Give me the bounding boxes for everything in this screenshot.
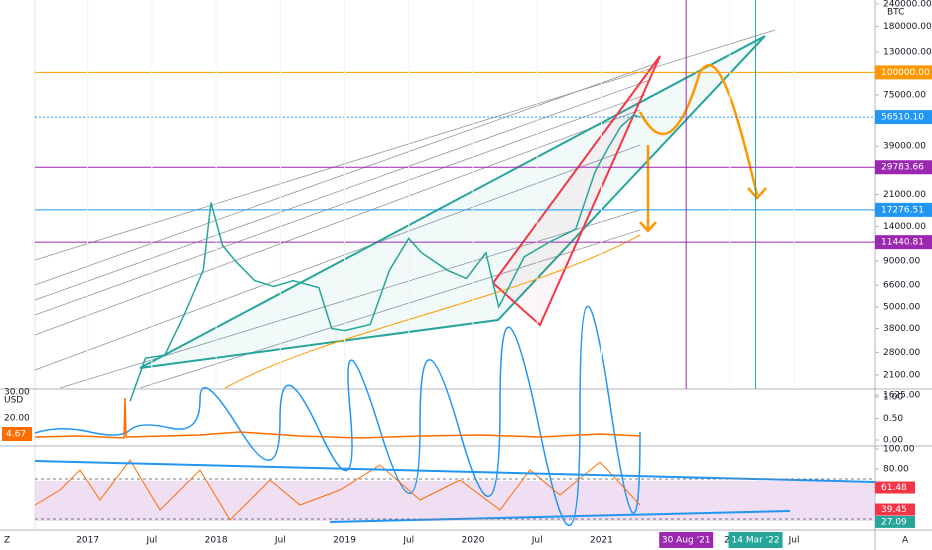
unit-label: BTC	[887, 8, 904, 18]
price-tag-label: 17276.51	[881, 205, 924, 215]
price-tick-label: 2100.00	[883, 370, 920, 380]
price-tick-label: 240000.00	[883, 0, 932, 9]
price-tag-label: 56510.10	[881, 113, 924, 123]
price-tag-label: 100000.00	[881, 68, 930, 78]
level-tag	[875, 503, 915, 516]
rsi-tick-label: 100.00	[883, 445, 915, 455]
price-tick-label: 9000.00	[883, 256, 920, 266]
indicator-lines	[34, 305, 876, 527]
time-tick-label: 2017	[76, 536, 99, 546]
corner-label: Z	[4, 536, 10, 546]
price-tag	[875, 110, 932, 125]
time-tick-label: Jul	[145, 536, 157, 546]
level-tag-label: 27.09	[881, 517, 907, 527]
time-tick-label: Jul	[531, 536, 543, 546]
right-tick-label: 0.50	[883, 414, 903, 424]
price-tick-label: 75000.00	[883, 90, 926, 100]
level-tag-label: 61.48	[881, 483, 907, 493]
price-tick-label: 2800.00	[883, 348, 920, 358]
right-tick-label: 0.00	[883, 436, 903, 446]
price-tag	[875, 160, 932, 175]
price-tick-label: 180000.00	[883, 22, 932, 32]
level-tag	[875, 481, 915, 494]
drawings	[34, 29, 776, 389]
time-tick-label: Jul	[274, 536, 286, 546]
price-tick-label: 3800.00	[883, 324, 920, 334]
price-tick-label: 130000.00	[883, 47, 932, 57]
time-tag	[728, 532, 783, 548]
level-tag-label: 39.45	[881, 505, 907, 515]
time-tag-label: 14 Mar '22	[732, 536, 780, 546]
time-tick-label: 2018	[205, 536, 228, 546]
time-tick-label: 2020	[462, 536, 485, 546]
time-tag	[659, 532, 714, 548]
price-tag-label: 11440.81	[881, 238, 924, 248]
price-tag	[875, 65, 932, 80]
price-tick-label: 5000.00	[883, 302, 920, 312]
price-tick-label: 39000.00	[883, 142, 926, 152]
time-tick-label: 2019	[333, 536, 356, 546]
price-tag	[875, 235, 932, 250]
price-tick-label: 14000.00	[883, 222, 926, 232]
rsi-tick-label: 80.00	[883, 465, 909, 475]
price-tick-label: 21000.00	[883, 190, 926, 200]
price-tick-label: 1625.00	[883, 391, 920, 401]
unit-label: USD	[4, 396, 23, 406]
price-tag-label: 29783.66	[881, 163, 924, 173]
right-tick-label: 1.00	[883, 393, 903, 403]
time-tick-label: 2021	[590, 536, 613, 546]
left-tick-label: 30.00	[4, 388, 30, 398]
corner-label: A	[902, 536, 909, 546]
time-tag-label: 30 Aug '21	[662, 536, 711, 546]
value-tag-label: 4.67	[6, 430, 26, 440]
price-tick-label: 6600.00	[883, 281, 920, 291]
time-tick-label: Jul	[788, 536, 800, 546]
price-line-series	[129, 114, 641, 402]
value-tag	[2, 427, 32, 441]
level-tag	[875, 515, 915, 528]
left-tick-label: 20.00	[4, 414, 30, 424]
time-tick-label: Jul	[402, 536, 414, 546]
price-tag	[875, 202, 932, 217]
